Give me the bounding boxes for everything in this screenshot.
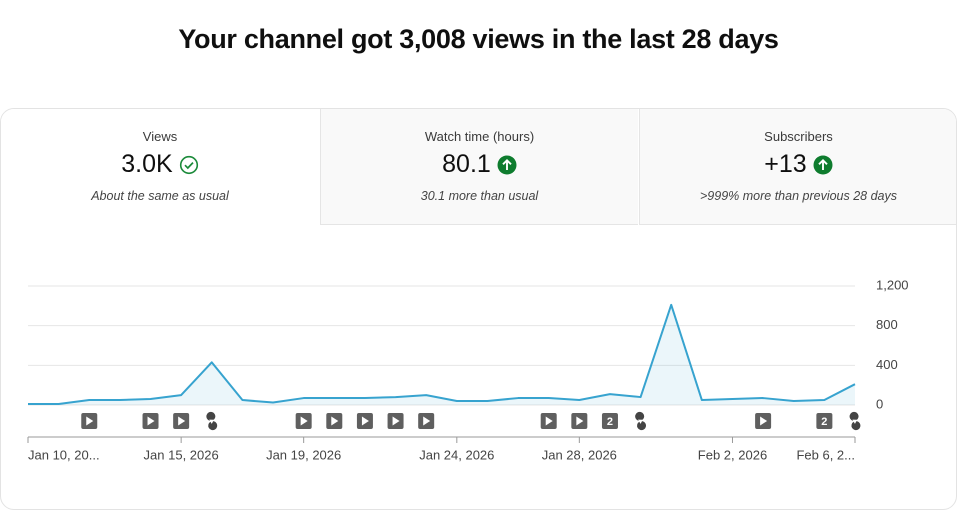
play-icon <box>178 416 186 426</box>
tab-note: About the same as usual <box>91 189 229 203</box>
marker-box <box>816 413 833 429</box>
analytics-card: Views 3.0K About the same as usual Watch… <box>0 108 957 510</box>
tab-note: >999% more than previous 28 days <box>700 189 897 203</box>
tab-label: Views <box>142 129 178 144</box>
short-top <box>849 411 859 421</box>
y-tick-label: 800 <box>876 317 898 332</box>
short-top <box>635 411 645 421</box>
check-icon <box>179 155 198 174</box>
x-tick-label: Feb 2, 2026 <box>698 447 767 462</box>
up-icon <box>497 155 517 174</box>
marker-count: 2 <box>607 416 613 428</box>
tab-value: 80.1 <box>442 150 491 178</box>
short-marker[interactable] <box>202 410 221 432</box>
subscribers-tab[interactable]: Subscribers +13 >999% more than previous… <box>639 109 956 225</box>
play-icon <box>300 416 308 426</box>
play-icon <box>361 416 369 426</box>
x-tick-label: Jan 28, 2026 <box>542 447 617 462</box>
line <box>28 303 856 406</box>
short-marker[interactable] <box>845 410 864 432</box>
video-marker[interactable] <box>173 413 190 429</box>
tab-note: 30.1 more than usual <box>420 189 539 203</box>
x-tick-label: Feb 6, 2... <box>796 447 855 462</box>
short-play <box>638 419 643 424</box>
play-icon <box>760 416 768 426</box>
video-marker[interactable] <box>387 413 404 429</box>
short-bottom <box>208 421 218 431</box>
play-icon <box>392 416 400 426</box>
tab-label: Subscribers <box>764 129 833 144</box>
marker-count: 2 <box>821 416 827 428</box>
tab-value: +13 <box>764 150 807 178</box>
short-marker[interactable] <box>631 410 650 432</box>
video-marker[interactable] <box>540 413 557 429</box>
area <box>28 304 855 405</box>
short-top <box>206 411 216 421</box>
video-marker[interactable]: 2 <box>816 413 833 429</box>
video-marker[interactable] <box>571 413 588 429</box>
play-icon <box>423 416 431 426</box>
play-icon <box>545 416 553 426</box>
chart: 0 400 800 1,200 Jan 10, 20... Jan 15, 2026 Jan… <box>27 277 909 462</box>
y-tick-label: 1,200 <box>876 277 909 292</box>
video-marker[interactable]: 2 <box>601 413 618 429</box>
short-bottom <box>637 421 647 431</box>
video-marker[interactable] <box>81 413 98 429</box>
y-tick-label: 0 <box>876 396 883 411</box>
short-play <box>852 419 858 424</box>
tab-value: 3.0K <box>121 150 173 178</box>
x-tick-label: Jan 19, 2026 <box>266 447 341 462</box>
x-tick-label: Jan 15, 2026 <box>144 447 219 462</box>
short-play <box>209 419 214 424</box>
video-marker[interactable] <box>418 413 435 429</box>
watch-time-tab[interactable]: Watch time (hours) 80.1 30.1 more than u… <box>320 109 638 225</box>
up-icon <box>813 155 833 174</box>
play-icon <box>576 416 584 426</box>
short-bottom <box>851 421 861 431</box>
x-tick-label: Jan 10, 20... <box>28 447 100 462</box>
page: Your channel got 3,008 views in the last… <box>0 24 957 510</box>
play-icon <box>147 416 155 426</box>
video-marker[interactable] <box>326 413 343 429</box>
page-title: Your channel got 3,008 views in the last… <box>178 24 779 54</box>
video-marker[interactable] <box>142 413 159 429</box>
marker-box <box>601 413 618 429</box>
x-tick-label: Jan 24, 2026 <box>419 447 494 462</box>
video-marker[interactable] <box>295 413 312 429</box>
video-marker[interactable] <box>356 413 373 429</box>
y-tick-label: 400 <box>876 357 898 372</box>
tab-label: Watch time (hours) <box>424 129 535 144</box>
play-icon <box>331 416 339 426</box>
play-icon <box>86 416 94 426</box>
video-marker[interactable] <box>755 413 772 429</box>
views-tab[interactable]: Views 3.0K About the same as usual <box>1 109 319 225</box>
